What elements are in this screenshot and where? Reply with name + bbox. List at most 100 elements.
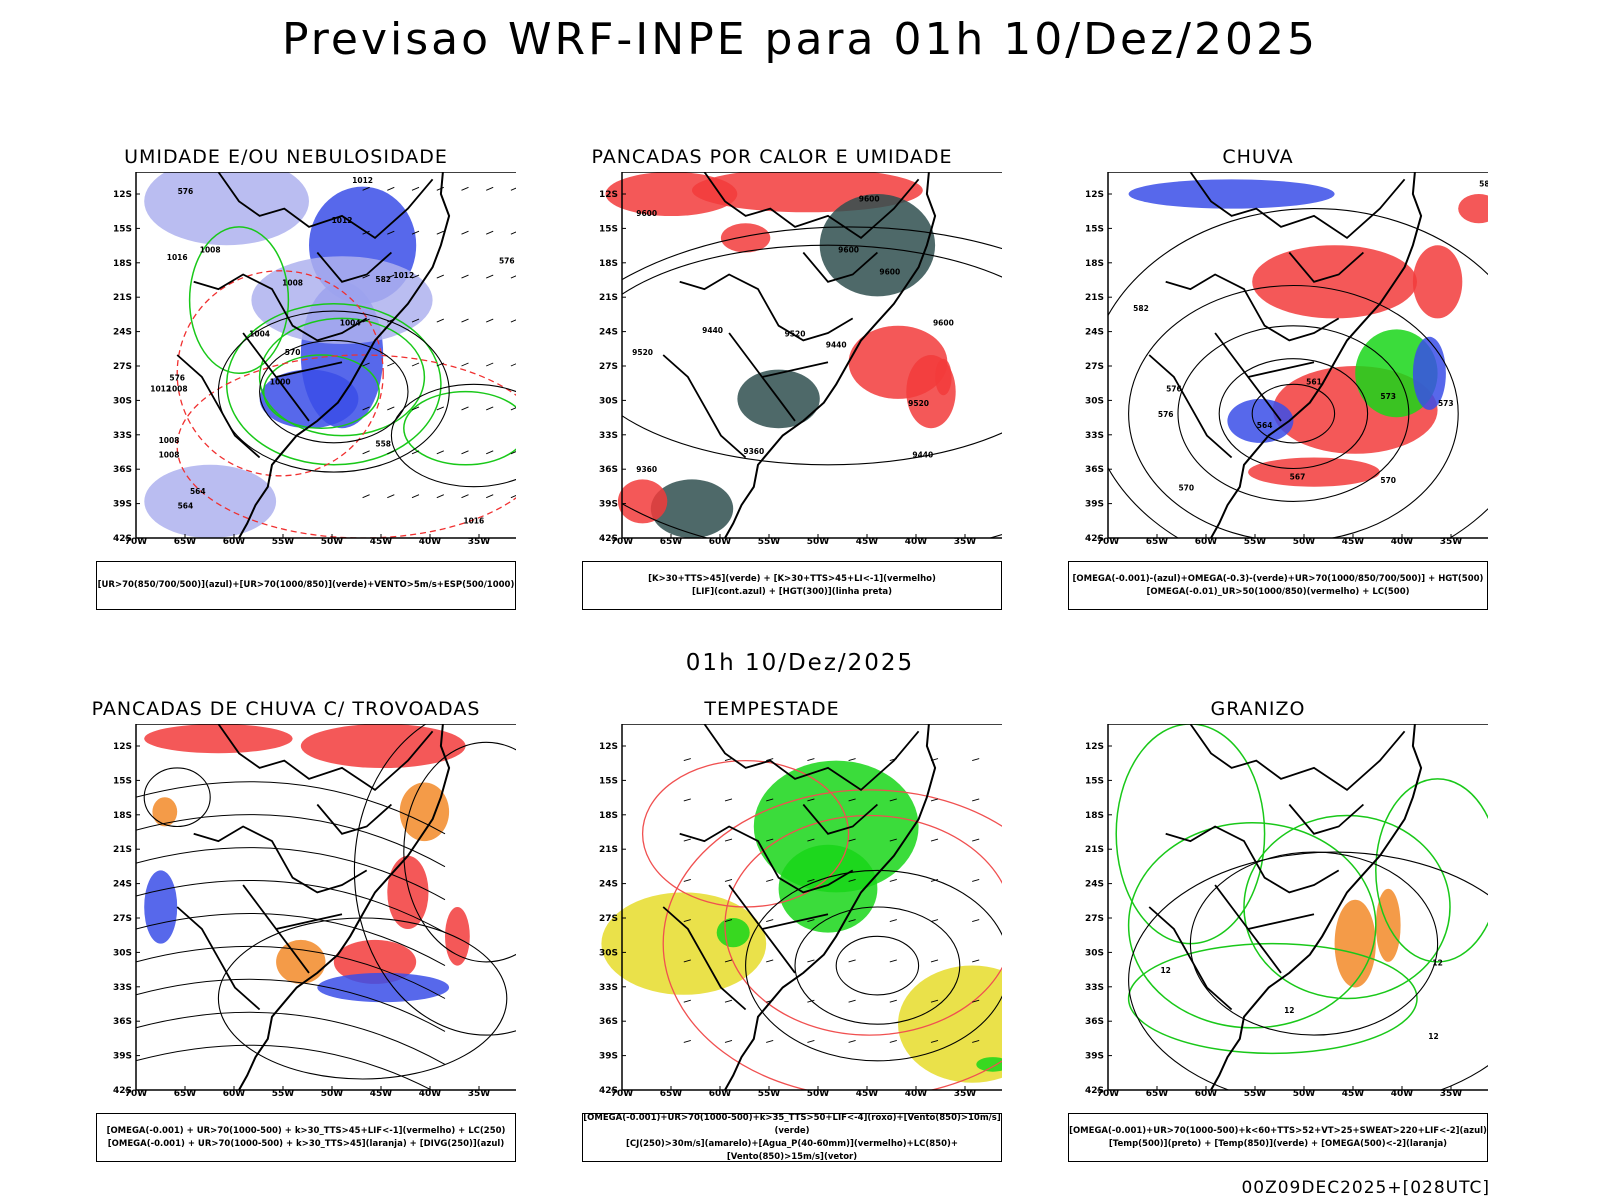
- wind-arrow: [486, 494, 494, 499]
- wind-arrow: [972, 758, 980, 762]
- wind-arrow: [411, 230, 420, 235]
- black-contour: [835, 935, 920, 996]
- streamline: [136, 814, 446, 868]
- country-border: [802, 251, 878, 283]
- lat-tick-label: 36S: [1085, 1017, 1104, 1027]
- wind-arrow: [387, 406, 395, 411]
- wind-arrow: [807, 999, 815, 1003]
- contour-label: 582: [1479, 180, 1488, 189]
- country-border: [1148, 906, 1233, 1011]
- contour-label: 1008: [282, 279, 303, 288]
- wind-arrow: [486, 230, 494, 235]
- streamline: [136, 781, 446, 835]
- wind-arrow: [807, 798, 815, 802]
- contour-label: 1016: [463, 516, 484, 525]
- lat-tick-label: 39S: [599, 1052, 618, 1062]
- lat-tick-label: 36S: [599, 465, 618, 475]
- wind-arrow: [972, 838, 980, 842]
- contour-label: 1012: [352, 176, 373, 185]
- country-border: [1288, 803, 1364, 835]
- wind-arrow: [889, 798, 897, 802]
- wind-arrow: [387, 494, 395, 499]
- country-border: [316, 803, 392, 835]
- field-red: [387, 855, 429, 929]
- field-red: [1248, 457, 1380, 487]
- contour-label: 9520: [908, 399, 929, 408]
- contour-label: 576: [499, 257, 515, 266]
- red-contour: [176, 354, 516, 538]
- panel-title: CHUVA: [1222, 146, 1294, 168]
- wind-arrow: [930, 878, 939, 882]
- green-contour: [258, 317, 426, 437]
- map-frame: [135, 724, 516, 1091]
- country-border: [193, 273, 368, 342]
- legend-box: [OMEGA(-0.001) + UR>70(1000-500) + k>30_…: [96, 1113, 516, 1162]
- legend-line: [OMEGA(-0.01)_UR>50(1000/850)(vermelho) …: [1146, 586, 1410, 597]
- lon-tick-label: 45W: [370, 1089, 393, 1096]
- wind-arrow: [683, 1039, 691, 1043]
- field-darkgreen: [819, 194, 936, 297]
- country-border: [193, 825, 368, 894]
- wind-arrow: [362, 406, 370, 411]
- wind-arrow: [807, 838, 815, 842]
- contour-label: 570: [285, 348, 301, 357]
- country-border: [1288, 251, 1364, 283]
- wind-arrow: [436, 406, 444, 411]
- lon-tick-label: 70W: [611, 1089, 634, 1096]
- lon-tick-label: 60W: [223, 1089, 246, 1096]
- streamline: [136, 880, 446, 934]
- lon-tick-label: 65W: [1146, 1089, 1169, 1096]
- map-frame: [621, 172, 1002, 539]
- wind-arrow: [972, 798, 980, 802]
- lat-tick-label: 33S: [113, 431, 132, 441]
- lon-tick-label: 35W: [954, 1089, 977, 1096]
- lat-tick-label: 12S: [1085, 190, 1104, 200]
- lon-tick-label: 60W: [1195, 1089, 1218, 1096]
- coastline: [1210, 172, 1423, 538]
- country-border: [761, 361, 829, 378]
- black-contour: [622, 226, 1002, 538]
- lon-tick-label: 35W: [1440, 537, 1463, 544]
- lon-tick-label: 60W: [223, 537, 246, 544]
- wind-arrow: [724, 1039, 733, 1043]
- wind-arrow: [411, 450, 420, 455]
- lat-tick-label: 24S: [1085, 880, 1104, 890]
- legend-box: [UR>70(850/700/500)](azul)+[UR>70(1000/8…: [96, 561, 516, 610]
- wind-arrow: [510, 495, 516, 499]
- contour-label: 9520: [632, 348, 653, 357]
- lat-tick-label: 39S: [1085, 500, 1104, 510]
- wind-arrow: [486, 362, 494, 367]
- panel-title: UMIDADE E/OU NEBULOSIDADE: [124, 146, 448, 168]
- green-contour: [1375, 778, 1488, 963]
- contour-label: 9600: [933, 319, 954, 328]
- lon-tick-label: 50W: [1293, 1089, 1316, 1096]
- lon-tick-label: 50W: [321, 1089, 344, 1096]
- wind-arrow: [510, 187, 516, 191]
- wind-arrow: [972, 959, 980, 963]
- lat-tick-label: 12S: [599, 190, 618, 200]
- contour-group: [622, 172, 1002, 538]
- lon-tick-label: 70W: [125, 1089, 148, 1096]
- panel-umidade: UMIDADE E/OU NEBULOSIDADE 1012 1012 1008 10…: [56, 146, 556, 626]
- contour-group: [641, 724, 1002, 1090]
- lat-tick-label: 30S: [113, 396, 132, 406]
- wind-arrow: [461, 406, 469, 411]
- wind-arrow: [683, 758, 691, 762]
- contour-label: 1008: [200, 246, 221, 255]
- wind-arrow: [436, 362, 444, 367]
- wind-arrow: [387, 230, 395, 235]
- wind-arrow: [683, 838, 691, 842]
- contour-label: 564: [178, 502, 194, 511]
- wind-arrow: [724, 878, 733, 882]
- coastline: [238, 172, 451, 538]
- lat-tick-label: 15S: [113, 776, 132, 786]
- lon-tick-label: 50W: [321, 537, 344, 544]
- wind-arrow: [510, 319, 516, 323]
- lon-tick-label: 55W: [272, 1089, 295, 1096]
- contour-label: 1000: [270, 377, 291, 386]
- legend-box: [OMEGA(-0.001)+UR>70(1000-500)+k<60+TTS>…: [1068, 1113, 1488, 1162]
- streamline: [136, 1044, 433, 1090]
- wind-arrow: [461, 274, 469, 279]
- black-contour: [1128, 284, 1459, 538]
